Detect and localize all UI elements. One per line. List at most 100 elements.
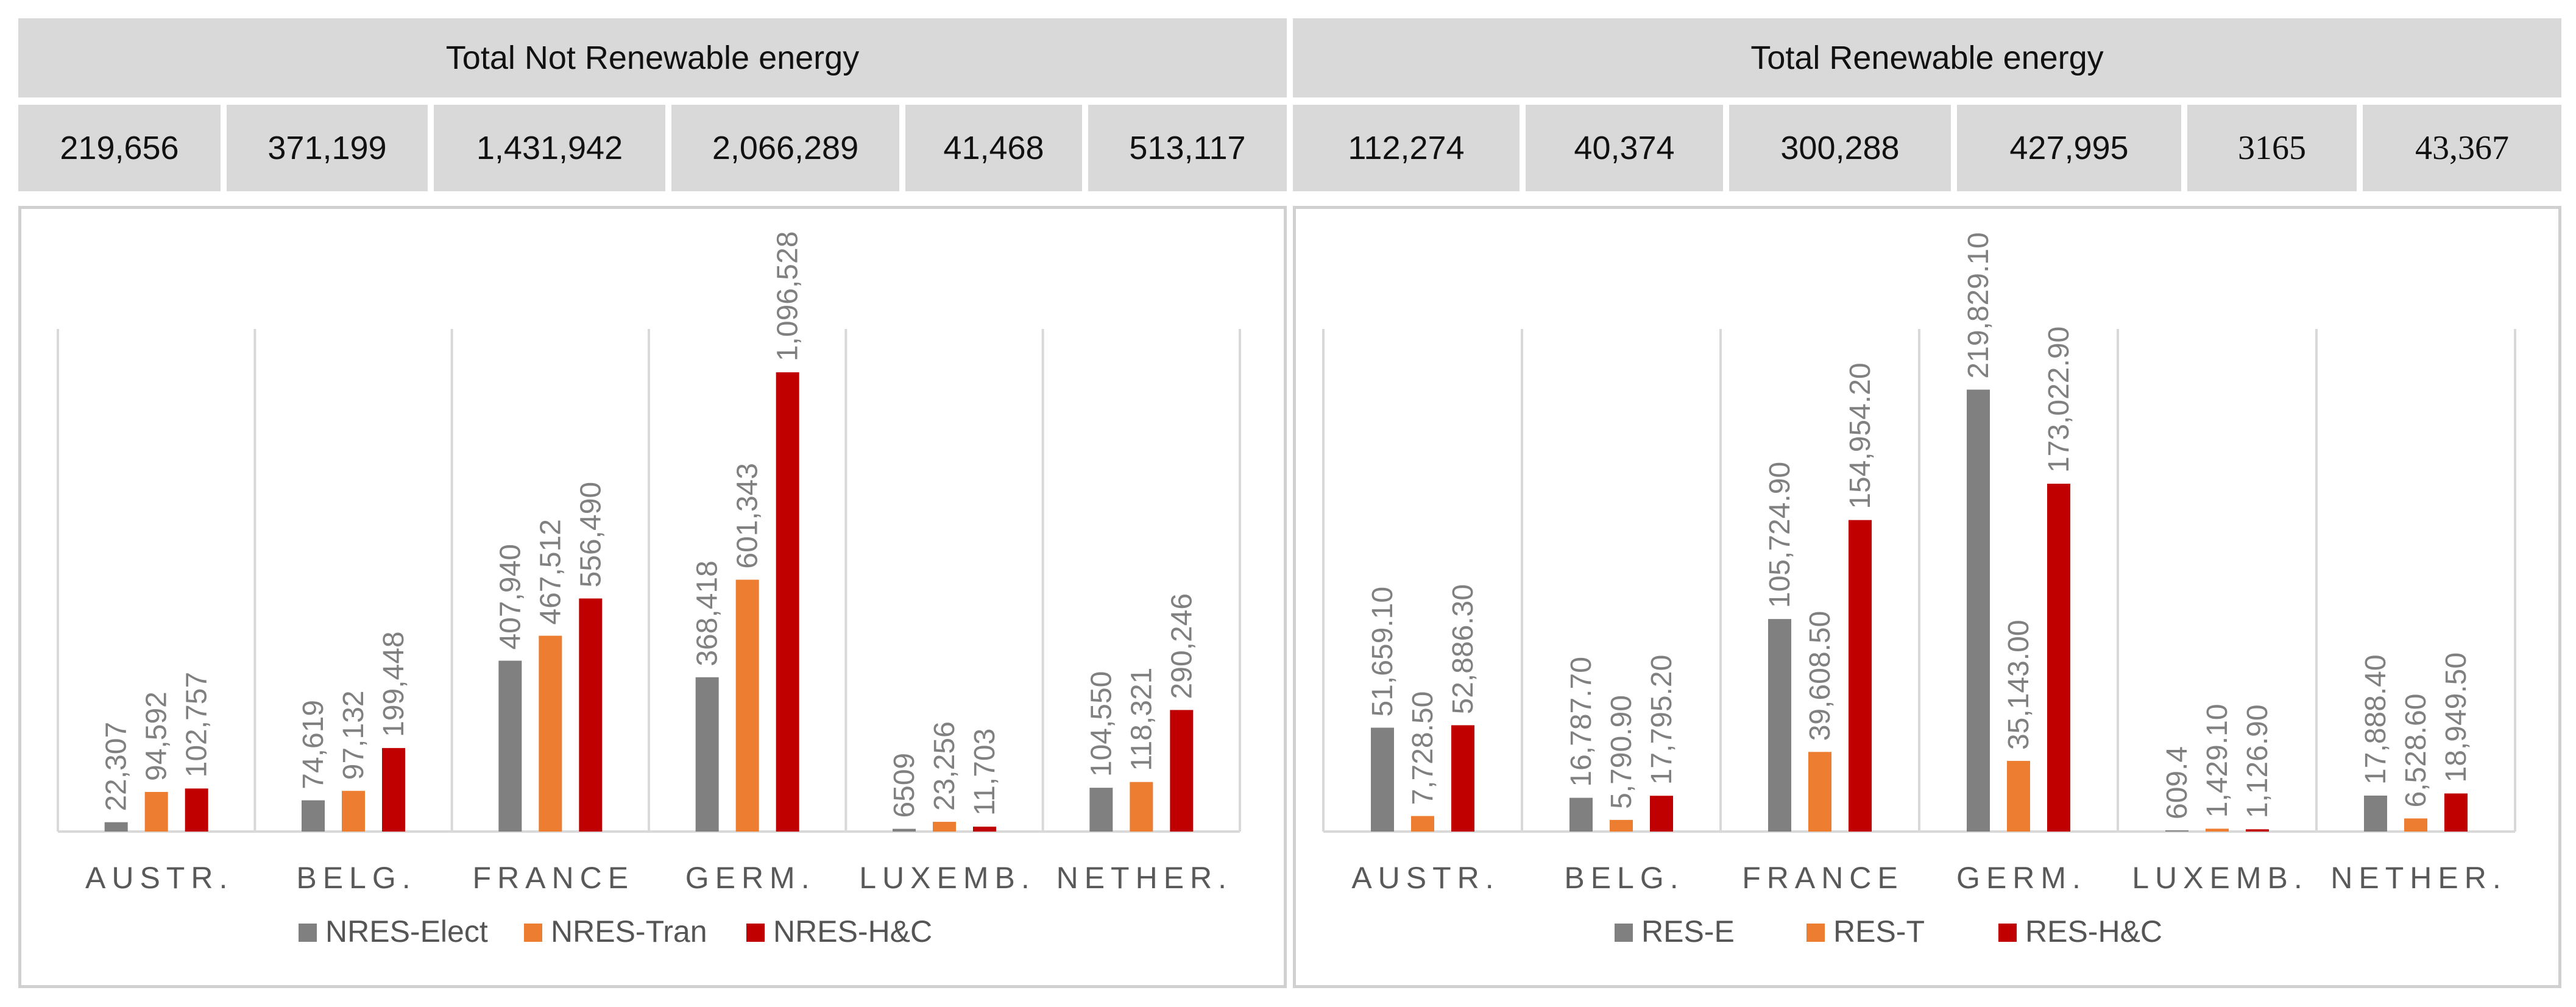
category-label-belg: BELG.	[296, 861, 416, 895]
bar-austr-nreshc	[185, 788, 208, 832]
total-not-renewable-belgium: 371,199	[227, 105, 428, 191]
bar-belg-nrestran	[342, 791, 365, 832]
value-label-belg-0: 16,787.70	[1565, 657, 1598, 787]
value-label-germ-2: 173,022.90	[2043, 327, 2075, 473]
value-label-nether-0: 104,550	[1085, 671, 1117, 777]
value-label-luxemb-0: 6509	[888, 753, 921, 818]
value-label-france-1: 39,608.50	[1804, 611, 1836, 741]
bar-germ-nrestran	[735, 579, 759, 832]
chart-panel-renewable	[1293, 206, 2561, 988]
bar-luxemb-nreshc	[973, 826, 996, 832]
value-label-germ-1: 601,343	[732, 463, 764, 569]
legend-label-2: RES-H&C	[2025, 914, 2162, 949]
value-label-germ-1: 35,143.00	[2003, 620, 2035, 750]
category-label-germ: GERM.	[1956, 861, 2087, 895]
bar-belg-reshc	[1650, 796, 1673, 832]
value-label-nether-2: 290,246	[1166, 593, 1198, 699]
bar-luxemb-rese	[2165, 830, 2189, 832]
value-label-luxemb-1: 23,256	[929, 721, 961, 811]
bar-germ-reshc	[2047, 484, 2070, 832]
bar-nether-reshc	[2444, 793, 2468, 832]
value-label-germ-2: 1,096,528	[772, 231, 804, 362]
legend-swatch-0	[1615, 924, 1633, 942]
bar-nether-rese	[2364, 795, 2387, 832]
value-label-france-2: 154,954.20	[1844, 362, 1877, 509]
bar-luxemb-nrestran	[933, 822, 956, 832]
bar-france-reshc	[1849, 520, 1872, 832]
bar-france-nreshc	[579, 598, 603, 832]
category-label-france: FRANCE	[473, 861, 635, 895]
value-label-belg-1: 5,790.90	[1605, 695, 1638, 809]
bar-france-nreselect	[498, 660, 522, 832]
value-label-germ-0: 219,829.10	[1962, 232, 1995, 378]
total-renewable-france: 300,288	[1729, 105, 1951, 191]
value-label-france-1: 467,512	[534, 519, 567, 625]
bar-austr-nreselect	[104, 822, 128, 832]
bar-germ-nreshc	[776, 372, 799, 832]
header-title-not-renewable: Total Not Renewable energy	[18, 18, 1287, 97]
value-label-nether-0: 17,888.40	[2360, 654, 2392, 785]
category-label-nether: NETHER.	[2330, 861, 2507, 895]
bar-austr-reshc	[1451, 725, 1474, 832]
value-label-nether-1: 118,321	[1125, 668, 1158, 771]
legend-label-2: NRES-H&C	[773, 914, 932, 949]
total-renewable-netherlands: 43,367	[2363, 105, 2561, 191]
total-renewable-germany: 427,995	[1957, 105, 2181, 191]
legend-label-0: RES-E	[1641, 914, 1735, 949]
bar-austr-rest	[1411, 816, 1434, 832]
bar-belg-rese	[1569, 797, 1593, 832]
bar-nether-nreshc	[1170, 710, 1194, 832]
bar-france-rese	[1768, 619, 1791, 832]
legend-label-0: NRES-Elect	[325, 914, 488, 949]
category-label-luxemb: LUXEMB.	[859, 861, 1036, 895]
value-label-austr-1: 7,728.50	[1407, 691, 1439, 805]
value-label-luxemb-1: 1,429.10	[2201, 704, 2234, 818]
value-label-austr-2: 102,757	[181, 672, 213, 778]
value-label-luxemb-2: 11,703	[969, 729, 1001, 816]
legend-label-1: NRES-Tran	[551, 914, 707, 949]
total-renewable-luxembourg: 3165	[2187, 105, 2357, 191]
value-label-austr-1: 94,592	[141, 691, 173, 781]
category-label-austr: AUSTR.	[1351, 861, 1499, 895]
category-label-austr: AUSTR.	[85, 861, 233, 895]
total-not-renewable-netherlands: 513,117	[1088, 105, 1287, 191]
value-label-belg-1: 97,132	[338, 690, 370, 780]
bar-nether-nreselect	[1089, 788, 1113, 832]
total-renewable-austria: 112,274	[1293, 105, 1520, 191]
legend-swatch-0	[299, 924, 317, 942]
value-label-france-0: 407,940	[494, 544, 526, 650]
category-label-belg: BELG.	[1564, 861, 1684, 895]
bar-luxemb-reshc	[2246, 829, 2269, 832]
bar-germ-rese	[1967, 389, 1990, 832]
bar-france-nrestran	[539, 635, 562, 832]
value-label-france-2: 556,490	[575, 482, 607, 588]
value-label-nether-2: 18,949.50	[2440, 652, 2472, 783]
legend-swatch-2	[1998, 924, 2017, 942]
total-not-renewable-austria: 219,656	[18, 105, 221, 191]
bar-germ-nreselect	[695, 677, 719, 832]
legend-swatch-1	[1806, 924, 1825, 942]
header-title-renewable: Total Renewable energy	[1293, 18, 2561, 97]
value-label-austr-2: 52,886.30	[1447, 584, 1479, 715]
bar-austr-rese	[1371, 727, 1394, 832]
value-label-france-0: 105,724.90	[1764, 462, 1796, 608]
chart-panel-not-renewable	[18, 206, 1287, 988]
category-label-luxemb: LUXEMB.	[2132, 861, 2309, 895]
value-label-luxemb-0: 609.4	[2161, 746, 2193, 819]
bar-belg-rest	[1610, 819, 1633, 832]
value-label-austr-0: 22,307	[101, 722, 133, 811]
bar-germ-rest	[2007, 761, 2030, 832]
value-label-nether-1: 6,528.60	[2400, 694, 2432, 808]
value-label-austr-0: 51,659.10	[1367, 587, 1399, 717]
legend-swatch-1	[524, 924, 542, 942]
total-not-renewable-france: 1,431,942	[434, 105, 665, 191]
category-label-france: FRANCE	[1742, 861, 1904, 895]
bar-belg-nreselect	[302, 800, 325, 832]
bar-belg-nreshc	[382, 747, 405, 832]
bar-nether-rest	[2404, 818, 2427, 832]
total-not-renewable-luxembourg: 41,468	[905, 105, 1082, 191]
total-not-renewable-germany: 2,066,289	[671, 105, 899, 191]
legend-swatch-2	[746, 924, 765, 942]
bar-austr-nrestran	[144, 791, 168, 832]
